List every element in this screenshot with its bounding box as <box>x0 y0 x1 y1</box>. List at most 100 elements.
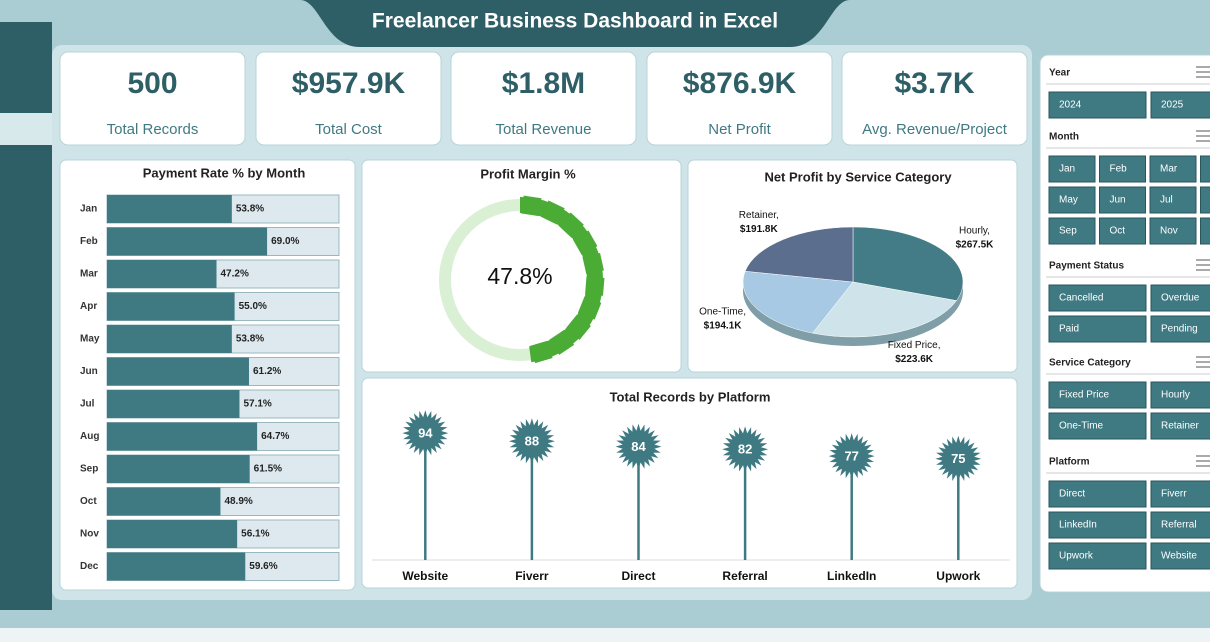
pie-label-value: $223.6K <box>895 354 934 365</box>
slicer-button[interactable] <box>1048 217 1096 245</box>
slicer-button[interactable] <box>1149 186 1197 214</box>
slicer-item[interactable]: Retainer <box>1161 421 1199 432</box>
slicer-button[interactable] <box>1048 91 1147 119</box>
dashboard-title: Freelancer Business Dashboard in Excel <box>372 10 778 33</box>
slicer-item[interactable]: May <box>1059 195 1078 206</box>
category-label: Referral <box>722 569 767 583</box>
slicer-button[interactable] <box>1200 186 1210 214</box>
category-label: Dec <box>80 561 99 572</box>
category-label: Jun <box>80 366 98 377</box>
slicer-item[interactable]: Nov <box>1160 226 1178 237</box>
slicer-button[interactable] <box>1048 480 1147 508</box>
slicer-item[interactable]: Jan <box>1059 164 1075 175</box>
slicer-item[interactable]: Feb <box>1110 164 1128 175</box>
slicer-item[interactable]: Hourly <box>1161 390 1190 401</box>
data-label: 55.0% <box>239 301 267 312</box>
slicer-item[interactable]: Overdue <box>1161 293 1200 304</box>
slicer-item[interactable]: Fiverr <box>1161 489 1187 500</box>
slicer-button[interactable] <box>1150 542 1210 570</box>
kpi-value: $876.9K <box>683 67 797 100</box>
pie-label-value: $267.5K <box>956 239 995 250</box>
bar <box>107 552 246 581</box>
bar <box>107 325 232 353</box>
slicer-button[interactable] <box>1048 381 1147 409</box>
slicer-item[interactable]: One-Time <box>1059 421 1104 432</box>
data-label: 64.7% <box>261 431 289 442</box>
kpi-card <box>841 51 1028 146</box>
slicer-item[interactable]: Fixed Price <box>1059 390 1109 401</box>
panel <box>361 159 682 373</box>
data-label: 88 <box>525 434 539 449</box>
slicer-item[interactable]: Oct <box>1110 226 1126 237</box>
slicer-item[interactable]: 2025 <box>1161 100 1184 111</box>
kpi-card <box>255 51 442 146</box>
slicer-item[interactable]: Direct <box>1059 489 1085 500</box>
category-label: Feb <box>80 236 98 247</box>
category-label: LinkedIn <box>827 569 876 583</box>
slicer-button[interactable] <box>1099 155 1146 183</box>
category-label: Jan <box>80 204 97 215</box>
kpi-value: $957.9K <box>292 67 406 100</box>
category-label: Apr <box>80 301 97 312</box>
slicer-button[interactable] <box>1150 315 1210 343</box>
slicer-button[interactable] <box>1149 155 1197 183</box>
slicer-button[interactable] <box>1048 284 1147 312</box>
kpi-card <box>59 51 246 146</box>
gear-tooth <box>577 296 602 320</box>
category-label: Sep <box>80 464 98 475</box>
panel <box>361 377 1018 589</box>
kpi-label: Total Cost <box>315 121 383 138</box>
slicer-button[interactable] <box>1048 412 1147 440</box>
slicer-button[interactable] <box>1150 381 1210 409</box>
chart-title: Net Profit by Service Category <box>764 169 952 184</box>
slicer-button[interactable] <box>1099 186 1146 214</box>
slicer-item[interactable]: Pending <box>1161 324 1198 335</box>
slicer-button[interactable] <box>1099 217 1146 245</box>
slicer-item[interactable]: Jun <box>1110 195 1126 206</box>
slicer-button[interactable] <box>1048 511 1147 539</box>
slicer-title: Year <box>1049 68 1070 79</box>
slicer-item[interactable]: Cancelled <box>1059 293 1103 304</box>
slicer-button[interactable] <box>1048 315 1147 343</box>
data-label: 94 <box>418 426 433 441</box>
slicer-button[interactable] <box>1048 186 1096 214</box>
slicer-button[interactable] <box>1150 284 1210 312</box>
donut-label: 47.8% <box>487 263 552 289</box>
slicer-item[interactable]: 2024 <box>1059 100 1082 111</box>
slicer-button[interactable] <box>1150 412 1210 440</box>
slicer-button[interactable] <box>1200 217 1210 245</box>
pie-label-name: Retainer, <box>739 210 779 221</box>
pie-label-value: $194.1K <box>704 320 743 331</box>
slicer-item[interactable]: LinkedIn <box>1059 520 1097 531</box>
category-label: Nov <box>80 529 99 540</box>
slicer-item[interactable]: Sep <box>1059 226 1077 237</box>
slicer-item[interactable]: Paid <box>1059 324 1079 335</box>
pie-slice <box>812 281 957 338</box>
kpi-value: $1.8M <box>502 67 585 100</box>
slicer-button[interactable] <box>1150 91 1210 119</box>
slicer-item[interactable]: Website <box>1161 551 1197 562</box>
category-label: Website <box>402 569 448 583</box>
slicer-button[interactable] <box>1048 542 1147 570</box>
slicer-item[interactable]: Referral <box>1161 520 1197 531</box>
slicer-item[interactable]: Mar <box>1160 164 1178 175</box>
slicer-item[interactable]: Jul <box>1160 195 1173 206</box>
pie-slice <box>742 270 854 334</box>
slicer-button[interactable] <box>1150 511 1210 539</box>
lollipop-head <box>402 410 449 457</box>
slicer-button[interactable] <box>1048 155 1096 183</box>
lollipop-head <box>935 435 982 482</box>
slicer-button[interactable] <box>1149 217 1197 245</box>
data-label: 53.8% <box>236 204 264 215</box>
slicer-button[interactable] <box>1150 480 1210 508</box>
category-label: Oct <box>80 496 97 507</box>
slicer-title: Month <box>1049 132 1079 143</box>
slicer-item[interactable]: Upwork <box>1059 551 1094 562</box>
category-label: May <box>80 334 100 345</box>
slicer-button[interactable] <box>1200 155 1210 183</box>
kpi-value: 500 <box>127 67 177 100</box>
category-label: Upwork <box>936 569 980 583</box>
footer-strip <box>0 628 1210 642</box>
